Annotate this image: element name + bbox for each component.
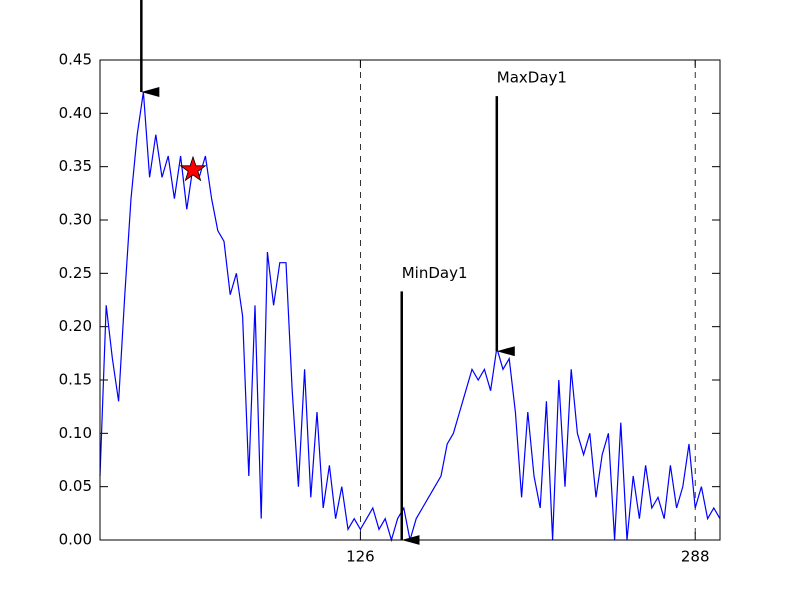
y-tick-label: 0.35 xyxy=(59,157,92,175)
y-tick-label: 0.00 xyxy=(59,531,92,549)
star-marker xyxy=(179,155,207,182)
y-tick-label: 0.25 xyxy=(59,264,92,282)
annotation-label: MaxDay1 xyxy=(497,69,567,87)
y-tick-label: 0.10 xyxy=(59,424,92,442)
y-tick-label: 0.40 xyxy=(59,104,92,122)
y-tick-label: 0.05 xyxy=(59,477,92,495)
x-tick-label: 126 xyxy=(346,548,375,566)
y-tick-label: 0.15 xyxy=(59,371,92,389)
annotation-label: MinDay1 xyxy=(402,264,468,282)
plot-frame xyxy=(99,59,721,541)
x-tick-label: 288 xyxy=(681,548,710,566)
y-tick-label: 0.45 xyxy=(59,51,92,69)
y-tick-label: 0.30 xyxy=(59,211,92,229)
y-tick-label: 0.20 xyxy=(59,317,92,335)
